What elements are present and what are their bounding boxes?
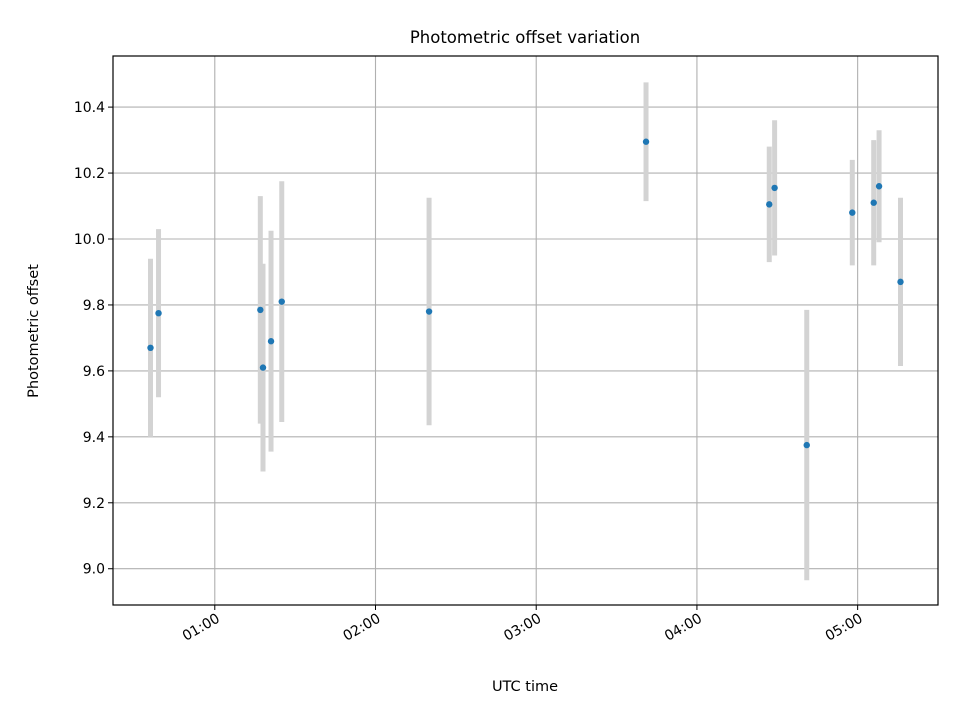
data-point (278, 298, 285, 305)
data-point (897, 278, 904, 286)
x-axis-label: UTC time (492, 679, 558, 695)
data-point (259, 364, 267, 371)
data-points (147, 138, 904, 449)
y-tick-label: 9.6 (83, 364, 105, 380)
y-tick-label: 9.2 (83, 496, 105, 512)
data-point (642, 138, 650, 145)
data-point (425, 308, 433, 315)
data-point (849, 209, 856, 216)
grid (113, 56, 938, 605)
y-tick-label: 9.4 (83, 430, 105, 446)
y-tick-label: 9.8 (83, 298, 105, 314)
data-point (257, 306, 264, 314)
y-tick-label: 10.0 (74, 232, 105, 248)
data-point (875, 183, 883, 190)
chart-title: Photometric offset variation (410, 28, 640, 47)
y-axis-label: Photometric offset (26, 264, 42, 398)
data-point (147, 344, 154, 352)
data-point (766, 201, 773, 208)
y-axis-ticks: 9.0 9.2 9.4 9.6 9.8 10.0 10.2 10.4 (74, 100, 113, 578)
y-tick-label: 10.4 (74, 100, 105, 116)
y-tick-label: 10.2 (74, 166, 105, 182)
y-tick-label: 9.0 (83, 562, 105, 578)
data-point (803, 441, 810, 449)
data-point (155, 309, 162, 317)
data-point (267, 338, 275, 345)
data-point (771, 184, 778, 192)
data-point (870, 199, 877, 206)
plot-frame (112, 55, 939, 606)
